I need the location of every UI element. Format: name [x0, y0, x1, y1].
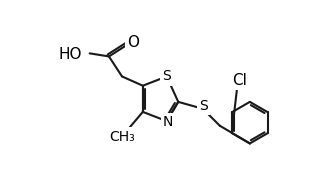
- Text: CH₃: CH₃: [109, 130, 135, 143]
- Text: N: N: [163, 115, 173, 129]
- Text: S: S: [199, 99, 208, 113]
- Text: Cl: Cl: [232, 73, 246, 88]
- Text: O: O: [127, 35, 139, 50]
- Text: S: S: [162, 69, 171, 83]
- Text: HO: HO: [58, 47, 82, 62]
